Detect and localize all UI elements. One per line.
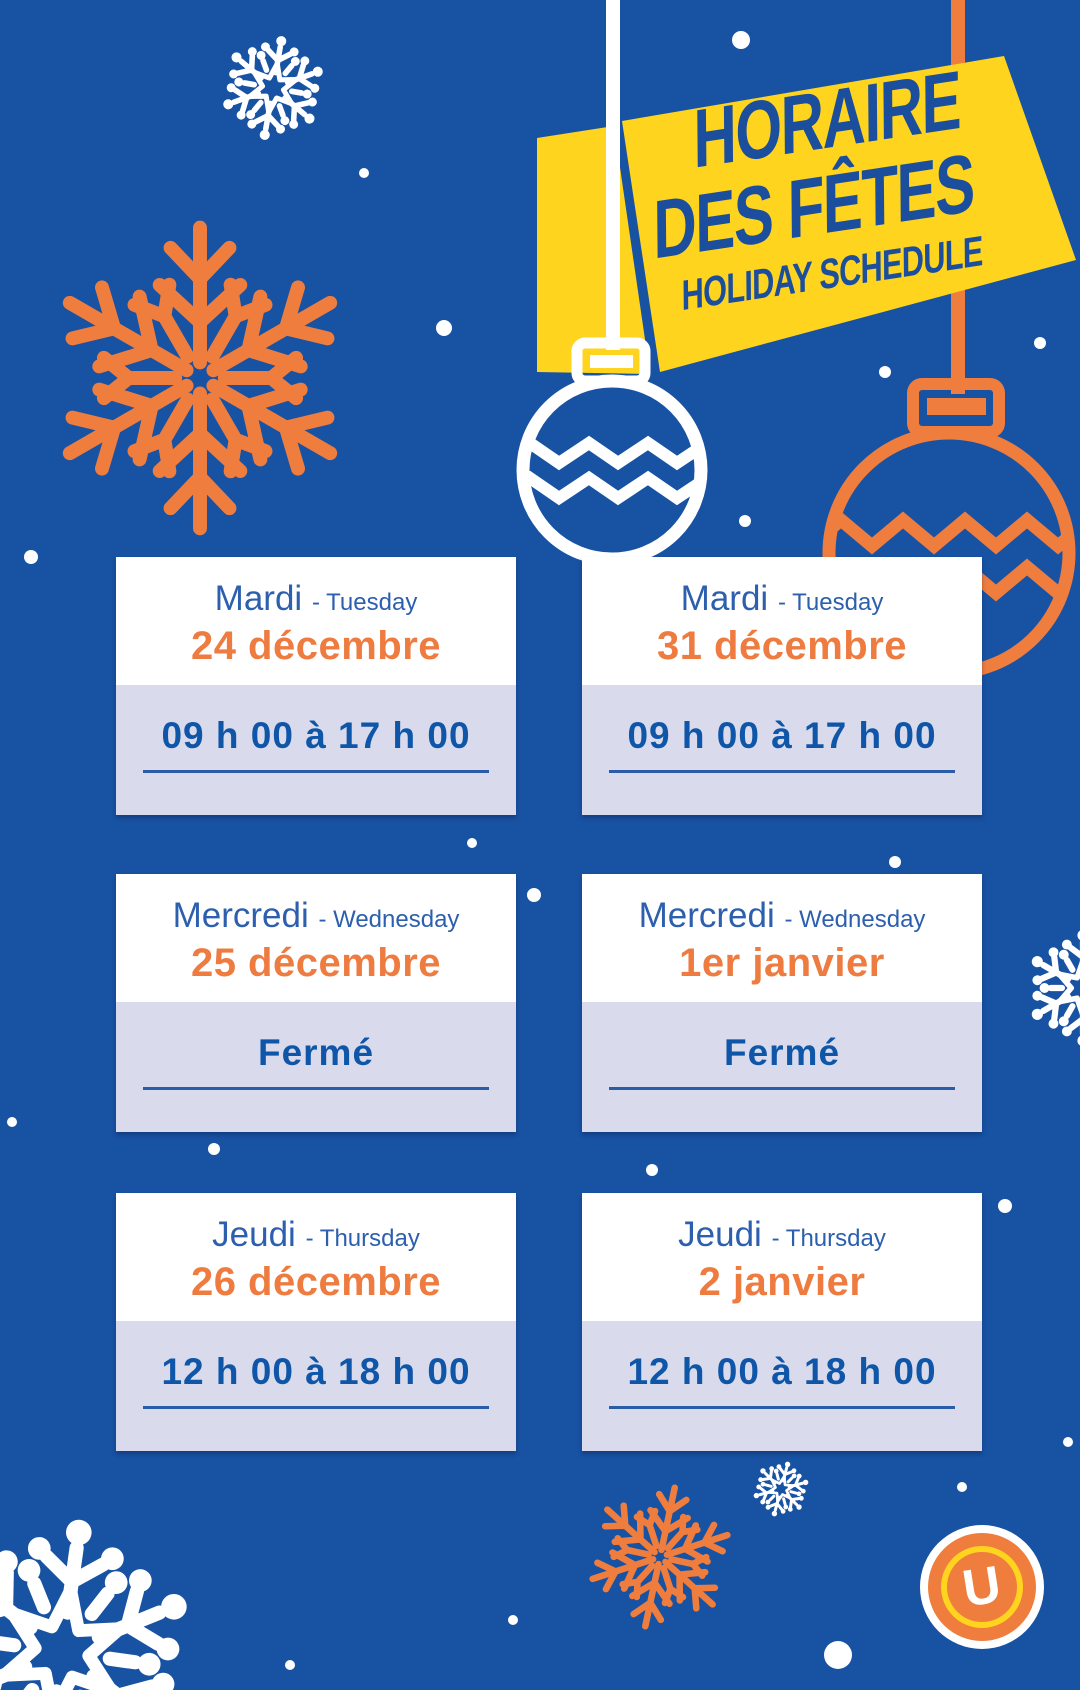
day-name-fr: Mardi	[214, 579, 303, 618]
snowflake-icon	[745, 1454, 817, 1524]
card-hours-section: 12 h 00 à 18 h 00	[116, 1321, 516, 1451]
divider-line	[609, 770, 955, 773]
card-date-section: Jeudi - Thursday 2 janvier	[582, 1193, 982, 1321]
divider-line	[609, 1087, 955, 1090]
card-date: 26 décembre	[190, 1260, 442, 1304]
schedule-card-dec24: Mardi - Tuesday 24 décembre 09 h 00 à 17…	[116, 557, 516, 815]
card-date: 24 décembre	[190, 624, 442, 668]
day-name-fr: Mercredi	[638, 896, 775, 935]
ornament-bauble-white-icon	[516, 0, 708, 566]
schedule-card-dec31: Mardi - Tuesday 31 décembre 09 h 00 à 17…	[582, 557, 982, 815]
day-name-fr: Mercredi	[172, 896, 309, 935]
card-date: 31 décembre	[656, 624, 908, 668]
banner-ribbon	[537, 56, 1076, 374]
card-day-line: Mercredi - Wednesday	[116, 874, 516, 941]
card-hours-section: 09 h 00 à 17 h 00	[582, 685, 982, 815]
card-hours: 09 h 00 à 17 h 00	[627, 715, 937, 756]
divider-line	[143, 1087, 489, 1090]
divider-line	[143, 770, 489, 773]
card-day-line: Mardi - Tuesday	[116, 557, 516, 624]
card-date: 2 janvier	[698, 1260, 866, 1304]
schedule-card-jan2: Jeudi - Thursday 2 janvier 12 h 00 à 18 …	[582, 1193, 982, 1451]
snowflake-icon	[1022, 930, 1080, 1047]
card-date: 1er janvier	[679, 941, 885, 985]
day-name-en: - Thursday	[771, 1225, 886, 1252]
snowflake-icon	[576, 1473, 744, 1641]
day-name-fr: Mardi	[680, 579, 769, 618]
snowflake-icon	[210, 27, 337, 150]
snowflake-icon	[0, 1500, 219, 1690]
card-hours-section: Fermé	[116, 1002, 516, 1132]
schedule-card-dec25: Mercredi - Wednesday 25 décembre Fermé	[116, 874, 516, 1132]
schedule-card-jan1: Mercredi - Wednesday 1er janvier Fermé	[582, 874, 982, 1132]
card-date-section: Jeudi - Thursday 26 décembre	[116, 1193, 516, 1321]
card-hours-section: Fermé	[582, 1002, 982, 1132]
card-date-section: Mardi - Tuesday 24 décembre	[116, 557, 516, 685]
day-name-en: - Thursday	[305, 1225, 420, 1252]
snow-dots	[7, 31, 1073, 1670]
day-name-en: - Tuesday	[311, 589, 418, 616]
divider-line	[609, 1406, 955, 1409]
card-hours-section: 12 h 00 à 18 h 00	[582, 1321, 982, 1451]
card-hours: 12 h 00 à 18 h 00	[161, 1351, 471, 1392]
day-name-fr: Jeudi	[212, 1215, 296, 1254]
card-hours: 12 h 00 à 18 h 00	[627, 1351, 937, 1392]
card-date-section: Mercredi - Wednesday 1er janvier	[582, 874, 982, 1002]
card-day-line: Jeudi - Thursday	[582, 1193, 982, 1260]
day-name-en: - Wednesday	[784, 906, 926, 933]
card-hours: Fermé	[257, 1032, 375, 1073]
card-date-section: Mardi - Tuesday 31 décembre	[582, 557, 982, 685]
card-date: 25 décembre	[190, 941, 442, 985]
logo-letter: U	[958, 1555, 1006, 1619]
u-logo-icon: U	[920, 1525, 1044, 1649]
card-hours-section: 09 h 00 à 17 h 00	[116, 685, 516, 815]
schedule-card-dec26: Jeudi - Thursday 26 décembre 12 h 00 à 1…	[116, 1193, 516, 1451]
snowflake-icon	[50, 228, 351, 529]
ornament-string-white	[606, 0, 620, 350]
day-name-fr: Jeudi	[678, 1215, 762, 1254]
day-name-en: - Wednesday	[318, 906, 460, 933]
card-day-line: Mercredi - Wednesday	[582, 874, 982, 941]
card-hours: 09 h 00 à 17 h 00	[161, 715, 471, 756]
card-hours: Fermé	[723, 1032, 841, 1073]
card-date-section: Mercredi - Wednesday 25 décembre	[116, 874, 516, 1002]
card-day-line: Mardi - Tuesday	[582, 557, 982, 624]
logo-disc: U	[947, 1552, 1017, 1622]
divider-line	[143, 1406, 489, 1409]
card-day-line: Jeudi - Thursday	[116, 1193, 516, 1260]
day-name-en: - Tuesday	[777, 589, 884, 616]
